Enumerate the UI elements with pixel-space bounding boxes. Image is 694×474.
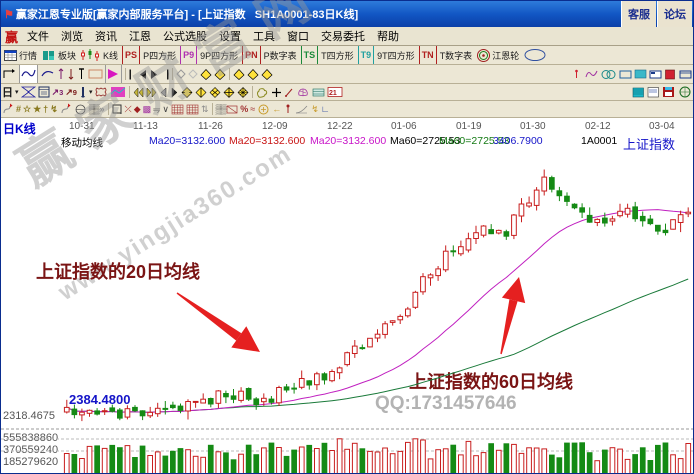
svg-text:21: 21 bbox=[329, 90, 337, 97]
